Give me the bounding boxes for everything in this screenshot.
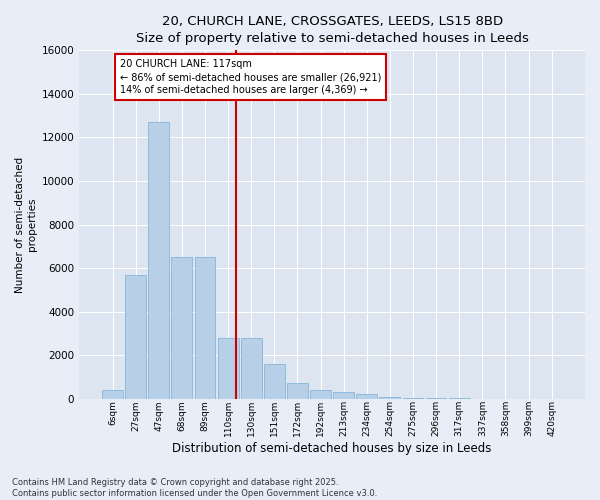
- Y-axis label: Number of semi-detached
properties: Number of semi-detached properties: [15, 156, 37, 292]
- Bar: [102, 390, 123, 398]
- Bar: [194, 257, 215, 398]
- Text: 20 CHURCH LANE: 117sqm
← 86% of semi-detached houses are smaller (26,921)
14% of: 20 CHURCH LANE: 117sqm ← 86% of semi-det…: [119, 59, 381, 96]
- Bar: [264, 364, 285, 398]
- Bar: [148, 122, 169, 398]
- Bar: [172, 257, 192, 398]
- Title: 20, CHURCH LANE, CROSSGATES, LEEDS, LS15 8BD
Size of property relative to semi-d: 20, CHURCH LANE, CROSSGATES, LEEDS, LS15…: [136, 15, 529, 45]
- Bar: [379, 396, 400, 398]
- Bar: [287, 384, 308, 398]
- Text: Contains HM Land Registry data © Crown copyright and database right 2025.
Contai: Contains HM Land Registry data © Crown c…: [12, 478, 377, 498]
- X-axis label: Distribution of semi-detached houses by size in Leeds: Distribution of semi-detached houses by …: [172, 442, 492, 455]
- Bar: [356, 394, 377, 398]
- Bar: [218, 338, 239, 398]
- Bar: [125, 274, 146, 398]
- Bar: [241, 338, 262, 398]
- Bar: [310, 390, 331, 398]
- Bar: [333, 392, 354, 398]
